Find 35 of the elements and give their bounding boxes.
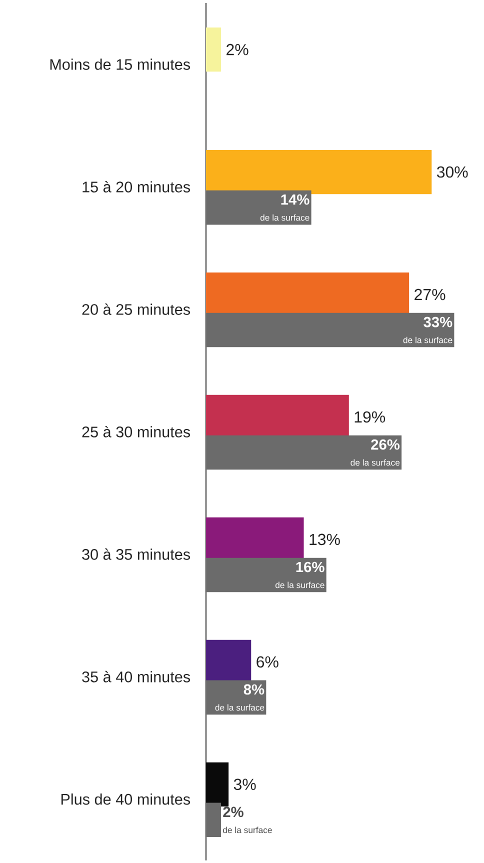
data-label: 3% xyxy=(234,778,256,790)
data-label: 6% xyxy=(256,656,278,668)
y-tick-label: Moins de 15 minutes xyxy=(50,58,190,70)
data-label: 8% xyxy=(244,684,264,695)
y-tick-label: 35 à 40 minutes xyxy=(82,670,190,682)
bar xyxy=(206,190,312,225)
data-label: 26% xyxy=(371,439,400,450)
y-tick-label: Plus de 40 minutes xyxy=(61,793,190,805)
text: de la surface xyxy=(275,582,324,588)
data-label: 33% xyxy=(424,316,452,328)
data-label: 30% xyxy=(436,166,468,178)
text: de la surface xyxy=(215,704,264,711)
y-tick-label: 20 à 25 minutes xyxy=(82,303,190,315)
bar xyxy=(206,680,266,715)
bar xyxy=(206,435,402,470)
data-label: 2% xyxy=(226,44,248,56)
series-label: de la surface xyxy=(222,826,272,834)
data-label: 2% xyxy=(223,806,244,818)
bar xyxy=(206,558,326,592)
bar xyxy=(206,762,229,806)
y-tick-label: 25 à 30 minutes xyxy=(82,426,190,438)
bar xyxy=(206,802,222,838)
data-label: 13% xyxy=(310,534,340,546)
text: de la surface xyxy=(403,336,452,344)
bar xyxy=(206,312,454,348)
data-label: 16% xyxy=(296,562,324,572)
data-label: 19% xyxy=(354,411,386,423)
bar xyxy=(206,28,222,72)
y-tick-label: 30 à 35 minutes xyxy=(82,548,190,560)
data-label: 14% xyxy=(281,194,310,205)
text: de la surface xyxy=(260,214,310,221)
bar xyxy=(206,150,432,194)
text: de la surface xyxy=(350,459,400,466)
data-label: 27% xyxy=(414,288,446,300)
y-tick-label: 15 à 20 minutes xyxy=(82,181,190,192)
